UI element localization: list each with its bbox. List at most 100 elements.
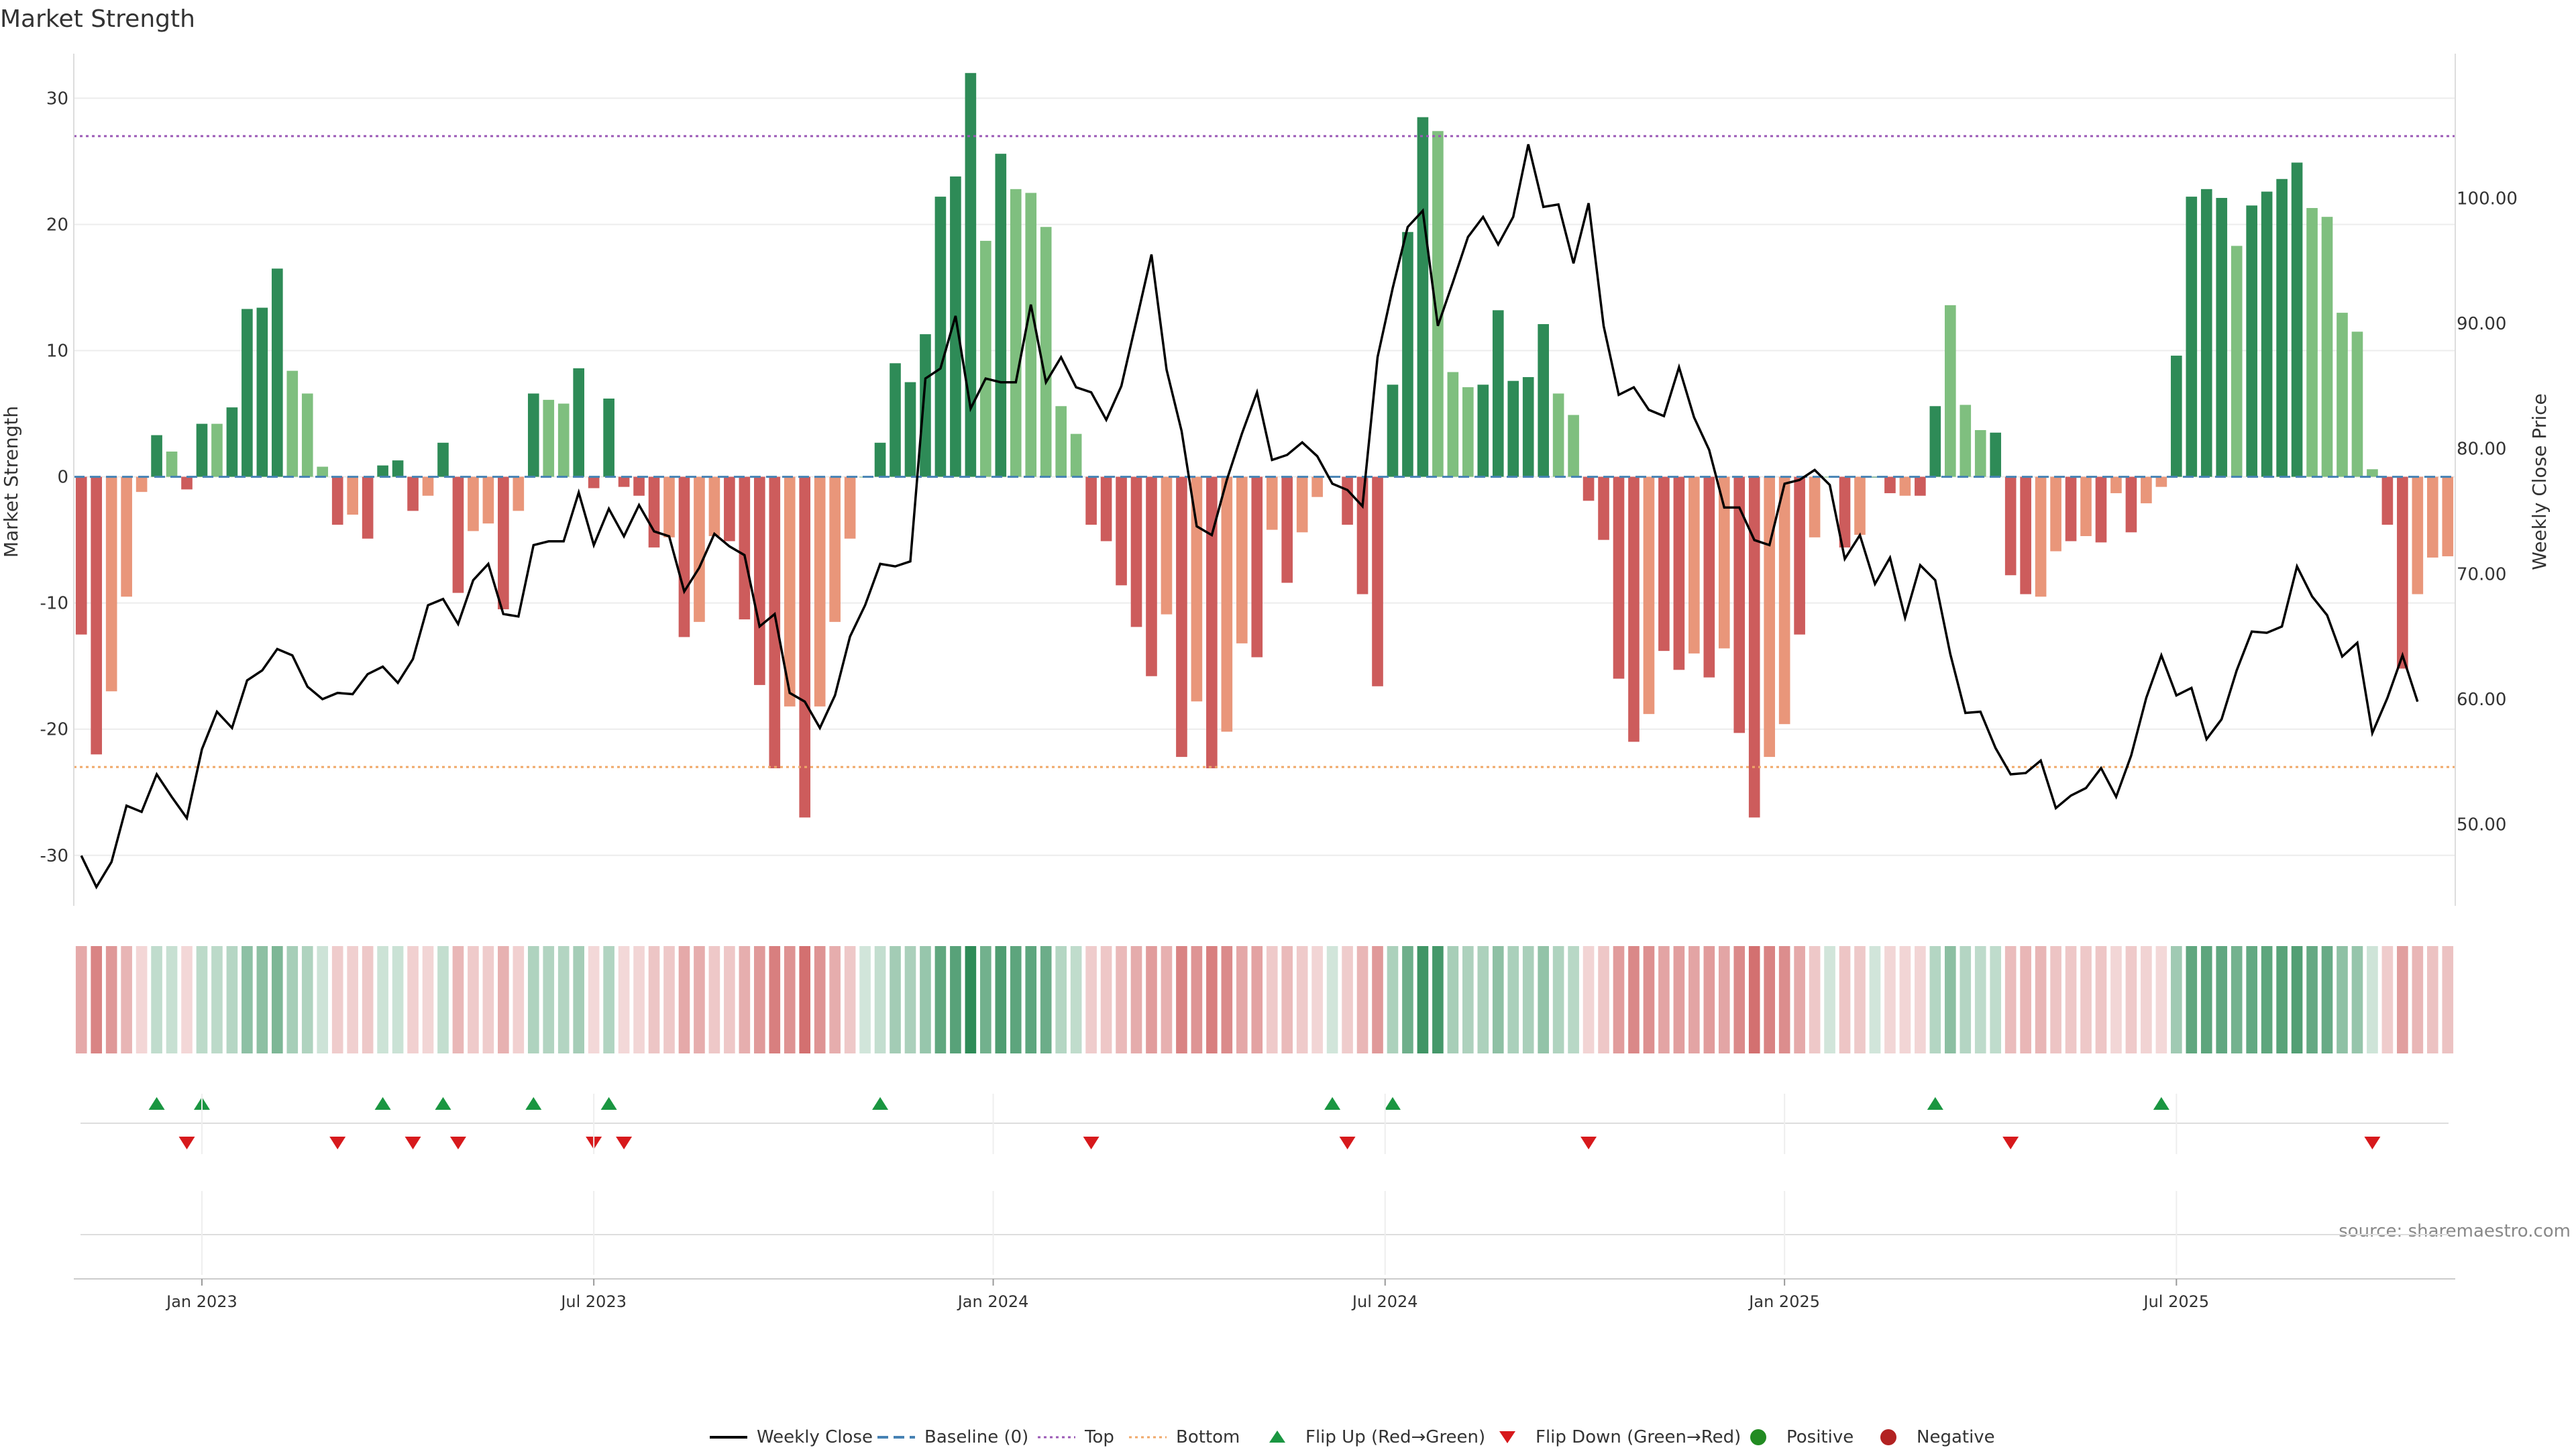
strip-cell bbox=[2381, 946, 2394, 1053]
strip-cell bbox=[1809, 946, 1821, 1053]
strength-bar bbox=[2050, 476, 2061, 552]
strip-cell bbox=[648, 946, 660, 1053]
strip-cell bbox=[468, 946, 479, 1053]
strip-cell bbox=[1402, 946, 1413, 1053]
strip-cell bbox=[2321, 946, 2333, 1053]
legend-positive-swatch bbox=[1750, 1429, 1766, 1445]
strip-cell bbox=[181, 946, 193, 1053]
strength-bar bbox=[2020, 476, 2031, 594]
strip-cell bbox=[1552, 946, 1564, 1053]
strength-bar bbox=[739, 476, 751, 620]
strip-cell bbox=[724, 946, 735, 1053]
strip-cell bbox=[1326, 946, 1338, 1053]
strip-cell bbox=[859, 946, 871, 1053]
strength-bars bbox=[75, 72, 2454, 818]
strength-bar bbox=[1899, 476, 1911, 496]
strip-cell bbox=[995, 946, 1007, 1053]
flip-up-marker bbox=[374, 1097, 391, 1110]
strip-cell bbox=[1869, 946, 1881, 1053]
strength-bar bbox=[1447, 372, 1459, 477]
strip-cell bbox=[2125, 946, 2137, 1053]
strip-cell bbox=[1055, 946, 1067, 1053]
strip-cell bbox=[347, 946, 358, 1053]
strength-bar bbox=[1748, 476, 1760, 818]
strip-cell bbox=[588, 946, 600, 1053]
strip-cell bbox=[452, 946, 464, 1053]
strip-cell bbox=[1356, 946, 1368, 1053]
strength-bar bbox=[1492, 310, 1504, 477]
strength-bar bbox=[1643, 476, 1655, 715]
strip-cell bbox=[2306, 946, 2318, 1053]
strength-bar bbox=[890, 363, 901, 477]
strip-cell bbox=[241, 946, 253, 1053]
strength-bar bbox=[196, 423, 208, 477]
strength-bar bbox=[1236, 476, 1248, 643]
x-axis: Jan 2023 Jul 2023 Jan 2024 Jul 2024 Jan 2025… bbox=[74, 1094, 2455, 1311]
flip-down-marker bbox=[178, 1137, 195, 1149]
strength-bar bbox=[2125, 476, 2137, 533]
legend-positive-label: Positive bbox=[1786, 1427, 1854, 1447]
strip-cell bbox=[1990, 946, 2002, 1053]
strength-bar bbox=[452, 476, 464, 593]
strip-cell bbox=[1492, 946, 1504, 1053]
flip-down-marker bbox=[616, 1137, 633, 1149]
strip-cell bbox=[136, 946, 148, 1053]
strength-bar bbox=[1206, 476, 1218, 769]
strip-cell bbox=[317, 946, 329, 1053]
strength-bar bbox=[694, 476, 705, 622]
flip-up-marker bbox=[1384, 1097, 1401, 1110]
strength-bar bbox=[2216, 197, 2228, 477]
strength-bar bbox=[482, 476, 494, 524]
strip-cell bbox=[513, 946, 525, 1053]
strip-cell bbox=[2246, 946, 2257, 1053]
strength-bar bbox=[2004, 476, 2017, 576]
strip-cell bbox=[2337, 946, 2348, 1053]
strip-cell bbox=[2426, 946, 2438, 1053]
strength-bar bbox=[1311, 476, 1323, 497]
strip-cell bbox=[2276, 946, 2288, 1053]
strength-bar bbox=[331, 476, 343, 525]
y2-axis-label: Weekly Close Price bbox=[2528, 393, 2551, 570]
y-tick-label: -30 bbox=[40, 846, 68, 866]
strip-cell bbox=[829, 946, 841, 1053]
strip-cell bbox=[1462, 946, 1474, 1053]
legend-negative-swatch bbox=[1880, 1429, 1896, 1445]
strength-bar bbox=[1372, 476, 1383, 686]
strength-bar bbox=[603, 399, 614, 477]
y-tick-label: -20 bbox=[40, 720, 68, 740]
strength-bar bbox=[2291, 162, 2303, 477]
strip-cell bbox=[1447, 946, 1459, 1053]
strip-cell bbox=[2110, 946, 2122, 1053]
flip-up-marker bbox=[2153, 1097, 2169, 1110]
strip-cell bbox=[2442, 946, 2454, 1053]
strip-cell bbox=[2186, 946, 2198, 1053]
strip-cell bbox=[2261, 946, 2273, 1053]
strip-cell bbox=[2291, 946, 2303, 1053]
strip-cell bbox=[769, 946, 781, 1053]
x-tick-label: Jul 2025 bbox=[2142, 1292, 2209, 1311]
strength-bar bbox=[1296, 476, 1308, 533]
x-tick-label: Jul 2024 bbox=[1351, 1292, 1418, 1311]
strip-cell bbox=[1884, 946, 1896, 1053]
strip-cell bbox=[1929, 946, 1941, 1053]
strip-cell bbox=[392, 946, 404, 1053]
strength-bar bbox=[2321, 217, 2333, 477]
strip-cell bbox=[2216, 946, 2228, 1053]
strip-cell bbox=[1387, 946, 1399, 1053]
strength-bar bbox=[362, 476, 374, 539]
strip-cell bbox=[1417, 946, 1429, 1053]
strip-cell bbox=[1176, 946, 1187, 1053]
strip-cell bbox=[301, 946, 313, 1053]
strip-cell bbox=[1794, 946, 1805, 1053]
strip-cell bbox=[890, 946, 901, 1053]
flip-up-marker bbox=[525, 1097, 542, 1110]
strength-bar bbox=[1251, 476, 1263, 658]
strength-bar bbox=[1130, 476, 1142, 627]
strip-cell bbox=[2171, 946, 2182, 1053]
strength-bar bbox=[1116, 476, 1127, 586]
strength-bar bbox=[347, 476, 358, 515]
strip-cell bbox=[618, 946, 630, 1053]
strip-cell bbox=[2231, 946, 2243, 1053]
strength-bar bbox=[2035, 476, 2047, 597]
